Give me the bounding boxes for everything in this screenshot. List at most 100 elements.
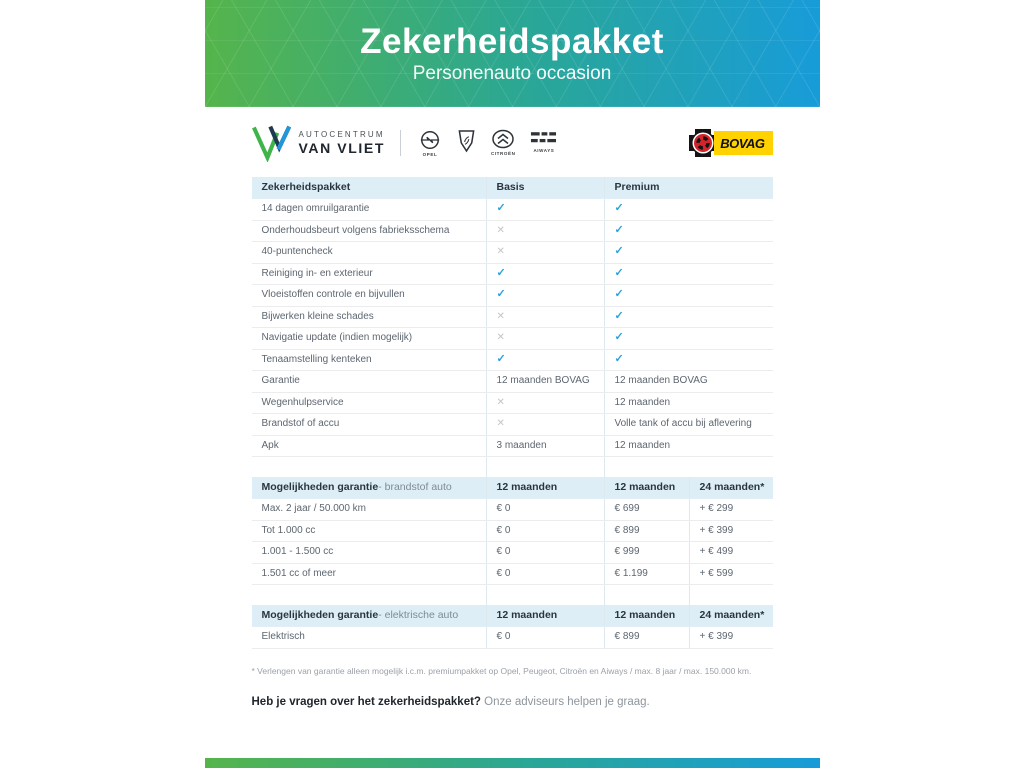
brand-peugeot (457, 129, 476, 154)
bovag-wordmark: BOVAG (714, 131, 773, 155)
row-value: + € 399 (699, 631, 734, 642)
table-spacer-row (251, 457, 773, 477)
logo-divider (399, 130, 401, 156)
table-row: Wegenhulpservice ✕ 12 maanden (251, 392, 773, 414)
check-icon: ✓ (496, 266, 506, 279)
table-row: Reiniging in- en exterieur ✓ ✓ (251, 263, 773, 285)
row-value: ✓ (487, 199, 605, 220)
check-icon: ✓ (496, 288, 506, 301)
brand-citroen: CITROËN (491, 129, 515, 156)
row-value: € 0 (487, 542, 605, 563)
table-row: Tot 1.000 cc € 0 € 899 + € 399 (251, 520, 773, 542)
column-header: 24 maanden* (699, 480, 765, 493)
row-value: ✓ (487, 349, 605, 370)
cross-icon: ✕ (496, 418, 505, 429)
row-value: ✓ (605, 307, 773, 327)
table-row: Onderhoudsbeurt volgens fabrieksschema ✕ ✓ (251, 220, 773, 242)
check-icon: ✓ (614, 266, 624, 279)
row-value: ✓ (605, 199, 773, 219)
row-label: Elektrisch (252, 627, 487, 648)
row-value: ✓ (605, 221, 773, 241)
row-label: Wegenhulpservice (252, 392, 487, 413)
row-label: Reiniging in- en exterieur (252, 263, 487, 284)
row-value: ✕ (487, 392, 605, 413)
page-title: Zekerheidspakket (360, 22, 664, 61)
row-value: + € 599 (699, 567, 734, 579)
row-label: Max. 2 jaar / 50.000 km (252, 499, 487, 520)
row-label: Garantie (252, 371, 487, 392)
citroen-label: CITROËN (490, 151, 516, 156)
row-label: Navigatie update (indien mogelijk) (252, 328, 487, 349)
footer-gradient-bar (204, 758, 820, 768)
brand-opel: OPEL (418, 129, 442, 157)
cross-icon: ✕ (496, 246, 505, 257)
row-label: Brandstof of accu (252, 414, 487, 435)
peugeot-icon (457, 129, 476, 153)
row-value: 3 maanden (487, 435, 605, 456)
row-value: ✕ (487, 220, 605, 241)
table-garantie-brandstof: Mogelijkheden garantie - brandstof auto 1… (251, 477, 773, 605)
column-header: 12 maanden (487, 477, 605, 498)
row-value: 12 maanden BOVAG (614, 375, 708, 386)
table-row: 1.001 - 1.500 cc € 0 € 999 + € 499 (251, 542, 773, 564)
row-label: 1.001 - 1.500 cc (252, 542, 487, 563)
row-value: € 0 (487, 563, 605, 584)
table-zekerheidspakket: Zekerheidspakket Basis Premium 14 dagen omr… (251, 177, 773, 477)
check-icon: ✓ (614, 202, 624, 215)
row-value: € 899 (605, 627, 690, 648)
table-header-label: Mogelijkheden garantie - elektrische aut… (252, 605, 487, 626)
table-row: 14 dagen omruilgarantie ✓ ✓ (251, 199, 773, 221)
row-value: Volle tank of accu bij aflevering (614, 418, 752, 429)
footnote: * Verlengen van garantie alleen mogelijk… (251, 665, 752, 676)
brand-aiways: AIWAYS (530, 129, 557, 153)
cross-icon: ✕ (496, 396, 505, 408)
table-spacer-row (251, 585, 773, 605)
row-value: 12 maanden (614, 396, 671, 408)
column-header: 12 maanden (605, 477, 690, 498)
table-row: Bijwerken kleine schades ✕ ✓ (251, 306, 773, 328)
dealer-name-top: AUTOCENTRUM (298, 130, 385, 140)
page-subtitle: Personenauto occasion (412, 63, 612, 84)
check-icon: ✓ (614, 288, 624, 301)
table-row: Navigatie update (indien mogelijk) ✕ ✓ (251, 328, 773, 350)
cross-icon: ✕ (496, 224, 505, 236)
column-header: Basis (487, 177, 605, 198)
table-row: Tenaamstelling kenteken ✓ ✓ (251, 349, 773, 371)
row-value: € 0 (487, 627, 605, 648)
row-label: 14 dagen omruilgarantie (252, 199, 487, 220)
row-value: € 999 (605, 542, 690, 563)
row-value: + € 499 (699, 546, 734, 557)
row-value: € 0 (487, 499, 605, 520)
row-label: Onderhoudsbeurt volgens fabrieksschema (252, 220, 487, 241)
row-label: Tenaamstelling kenteken (252, 349, 487, 370)
table-header-row: Mogelijkheden garantie - brandstof auto 1… (251, 477, 773, 499)
column-header: Premium (614, 180, 660, 193)
check-icon: ✓ (614, 331, 624, 344)
row-label: 1.501 cc of meer (252, 563, 487, 584)
table-row: Brandstof of accu ✕ Volle tank of accu bij… (251, 414, 773, 436)
row-value: + € 299 (699, 503, 734, 514)
aiways-label: AIWAYS (533, 148, 555, 153)
row-value: € 1.199 (605, 563, 690, 584)
header-banner: Zekerheidspakket Personenauto occasion (204, 0, 820, 107)
row-value: ✓ (605, 285, 773, 305)
row-value: ✓ (605, 264, 773, 284)
cross-icon: ✕ (496, 332, 505, 343)
van-vliet-v-icon (251, 124, 292, 162)
row-value: € 699 (605, 499, 690, 520)
row-value: 12 maanden BOVAG (487, 371, 605, 392)
row-value: ✕ (487, 306, 605, 327)
row-label: 40-puntencheck (252, 242, 487, 263)
row-label: Tot 1.000 cc (252, 520, 487, 541)
logos-row: AUTOCENTRUM VAN VLIET OPEL (251, 120, 773, 166)
row-value: € 0 (487, 520, 605, 541)
brand-logos: OPEL CITRO (418, 129, 557, 157)
question-light: Onze adviseurs helpen je graag. (484, 695, 650, 708)
row-value: ✕ (487, 242, 605, 263)
row-value: ✓ (605, 350, 773, 370)
row-value: ✕ (487, 328, 605, 349)
dealer-logo: AUTOCENTRUM VAN VLIET (251, 124, 385, 162)
row-value: ✓ (487, 285, 605, 306)
table-row: Garantie 12 maanden BOVAG 12 maanden BOVAG (251, 371, 773, 393)
opel-icon (418, 129, 442, 151)
